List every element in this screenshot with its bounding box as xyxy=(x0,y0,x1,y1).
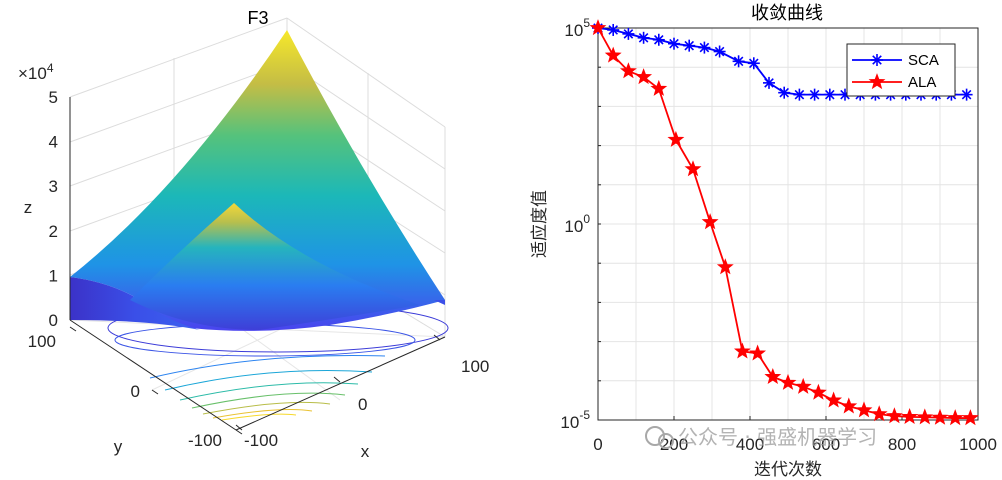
data-point xyxy=(794,377,812,394)
data-point xyxy=(793,88,806,101)
legend-item: SCA xyxy=(852,52,939,69)
z-tick-label: 3 xyxy=(49,177,58,196)
data-point xyxy=(619,62,637,79)
x-axis-label: 迭代次数 xyxy=(754,460,822,480)
data-point xyxy=(778,86,791,99)
z-tick-label: 1 xyxy=(49,266,58,285)
z-tick-label: 5 xyxy=(49,88,58,107)
data-point xyxy=(809,383,827,400)
y-tick-label: 100 xyxy=(28,332,56,351)
x-tick-label: 0 xyxy=(358,395,367,414)
data-point xyxy=(808,88,821,101)
x-tick-label: -100 xyxy=(244,431,278,450)
data-point xyxy=(635,68,653,85)
x-tick-label: 100 xyxy=(461,357,489,376)
x-axis: 0 200 400 600 800 1000 xyxy=(593,416,997,454)
data-point xyxy=(716,258,734,275)
legend: SCA ALA xyxy=(846,43,956,97)
data-point xyxy=(960,88,973,101)
data-point xyxy=(885,407,903,424)
x-tick-label: 800 xyxy=(888,435,916,454)
data-point xyxy=(871,54,883,66)
legend-label: ALA xyxy=(908,74,936,91)
data-point xyxy=(589,19,607,36)
floor-contours xyxy=(107,303,449,421)
y-axis-label: y xyxy=(114,437,123,456)
data-point xyxy=(823,88,836,101)
data-point xyxy=(825,391,843,408)
series-ala xyxy=(589,19,979,426)
x-tick-label: 1000 xyxy=(959,435,997,454)
data-point xyxy=(931,408,949,425)
data-point xyxy=(764,368,782,385)
x-tick-label: 400 xyxy=(736,435,764,454)
surface-title: F3 xyxy=(247,8,268,28)
data-point xyxy=(870,405,888,422)
data-point xyxy=(701,213,719,230)
data-point xyxy=(607,23,620,36)
data-point xyxy=(747,57,760,70)
x-tick-label: 200 xyxy=(660,435,688,454)
z-tick-label: 0 xyxy=(49,311,58,330)
data-point xyxy=(668,37,680,50)
data-point xyxy=(684,160,702,177)
surface-mesh xyxy=(70,30,445,331)
y-tick-label: 10-5 xyxy=(560,408,590,432)
data-point xyxy=(667,130,685,147)
y-axis: 100 0 -100 xyxy=(28,319,237,450)
data-point xyxy=(749,344,767,361)
wechat-icon xyxy=(645,426,665,446)
z-tick-label: 2 xyxy=(49,222,58,241)
x-tick-label: 0 xyxy=(593,435,602,454)
x-tick-label: 600 xyxy=(812,435,840,454)
convergence-title: 收敛曲线 xyxy=(751,3,823,24)
y-axis-line xyxy=(69,319,237,431)
data-point xyxy=(961,409,979,426)
y-tick-label: -100 xyxy=(188,431,222,450)
watermark-text: 公众号 · 强盛机器学习 xyxy=(678,425,877,449)
y-axis: 105 100 10-5 xyxy=(560,16,601,432)
data-point xyxy=(652,33,665,46)
y-tick-label: 0 xyxy=(131,382,140,401)
z-axis-label: z xyxy=(24,198,33,217)
data-point xyxy=(855,401,873,418)
data-point xyxy=(946,409,964,426)
legend-label: SCA xyxy=(908,52,939,69)
data-point xyxy=(683,39,696,52)
watermark: 公众号 · 强盛机器学习 xyxy=(645,425,877,449)
data-point xyxy=(622,27,635,40)
data-point xyxy=(637,31,650,44)
data-point xyxy=(733,342,751,359)
data-point xyxy=(713,45,726,58)
data-point xyxy=(868,73,886,90)
data-point xyxy=(698,41,711,54)
data-point xyxy=(732,55,745,68)
data-point xyxy=(840,397,858,414)
legend-box xyxy=(846,43,956,97)
y-axis-label: 适应度值 xyxy=(530,190,550,258)
z-exponent-label: ×104 xyxy=(18,61,54,83)
z-tick-label: 4 xyxy=(49,133,58,152)
x-axis: -100 0 100 xyxy=(69,326,489,450)
data-point xyxy=(779,373,797,390)
convergence-plot: 收敛曲线 0 200 400 600 800 1000 105 100 10-5 迭代次数 适… xyxy=(530,3,997,480)
x-axis-label: x xyxy=(361,442,370,461)
y-tick-label: 100 xyxy=(564,212,590,236)
data-point xyxy=(763,76,775,89)
y-tick-label: 105 xyxy=(564,16,590,40)
legend-item: ALA xyxy=(852,73,936,91)
data-point xyxy=(916,408,934,425)
surface-plot: F3 xyxy=(18,8,489,461)
x-axis-line xyxy=(235,336,446,431)
data-point xyxy=(901,408,919,425)
z-axis: 0 1 2 3 4 5 xyxy=(49,88,71,330)
data-point xyxy=(604,46,622,63)
data-point xyxy=(650,79,668,96)
